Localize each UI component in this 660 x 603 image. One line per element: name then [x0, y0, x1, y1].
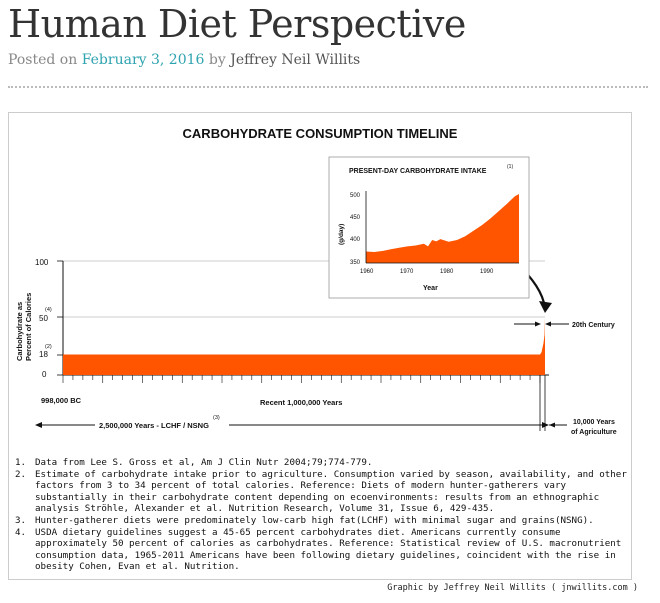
y-tick-18-note: (2): [45, 344, 52, 350]
footnote-text: Estimate of carbohydrate intake prior to…: [35, 468, 627, 515]
inset-title: PRESENT-DAY CARBOHYDRATE INTAKE: [349, 168, 487, 175]
inset-y-label: (g/day): [338, 224, 345, 245]
inset-pointer-arrow-head: [539, 301, 552, 313]
graphic-credit: Graphic by Jeffrey Neil Willits ( jnwill…: [387, 583, 638, 593]
footnote-number: 1.: [15, 457, 27, 468]
footnote-number: 2.: [15, 468, 27, 480]
x-axis-label: Recent 1,000,000 Years: [260, 398, 342, 407]
y-tick-18: 18: [39, 350, 48, 359]
chart-title: CARBOHYDRATE CONSUMPTION TIMELINE: [182, 126, 458, 141]
y-tick-100: 100: [35, 258, 49, 267]
span-arrow-right: [542, 422, 549, 428]
inset-x-tick-1980: 1980: [440, 269, 454, 275]
span-arrow-left: [35, 422, 42, 428]
post-title: Human Diet Perspective: [8, 2, 466, 46]
y-axis-label-line1: Carbohydrate as: [15, 302, 24, 361]
inset-y-tick-350: 350: [350, 260, 361, 266]
divider: [8, 86, 648, 88]
post-meta: Posted on February 3, 2016 by Jeffrey Ne…: [8, 52, 360, 68]
footnote-number: 4.: [15, 526, 27, 538]
x-axis-ticks: [62, 375, 541, 383]
y-tick-0: 0: [42, 370, 47, 379]
inset-chart: PRESENT-DAY CARBOHYDRATE INTAKE (1) 500 …: [328, 156, 530, 299]
footnote-text: Hunter-gatherer diets were predominately…: [35, 514, 594, 526]
inset-x-tick-1990: 1990: [480, 269, 494, 275]
agri-arrow-head: [549, 422, 555, 428]
posted-on-label: Posted on: [8, 52, 78, 68]
inset-y-tick-500: 500: [350, 193, 361, 199]
y-tick-50: 50: [39, 314, 48, 323]
footnote-4: 4. USDA dietary guidelines suggest a 45-6…: [15, 527, 627, 573]
y-axis-label-line2: Percent of Calories: [24, 293, 33, 361]
inset-x-tick-1970: 1970: [400, 269, 414, 275]
by-label: by: [208, 52, 226, 68]
inset-area: [366, 194, 519, 263]
century-arrow-right-head: [545, 321, 551, 327]
footnote-2: 2. Estimate of carbohydrate intake prior …: [15, 469, 627, 515]
author-link[interactable]: Jeffrey Neil Willits: [230, 52, 361, 68]
footnote-text: USDA dietary guidelines suggest a 45-65 …: [35, 526, 622, 573]
century-arrow-left-head: [535, 321, 541, 327]
footnote-text: Data from Lee S. Gross et al, Am J Clin …: [35, 457, 373, 468]
agri-label-line1: 10,000 Years: [573, 419, 615, 426]
y-tick-50-note: (4): [45, 307, 52, 313]
inset-x-label: Year: [423, 285, 438, 292]
x-start-label: 998,000 BC: [41, 396, 82, 405]
y-tick-marks: [57, 260, 63, 376]
footnotes: 1. Data from Lee S. Gross et al, Am J Cli…: [15, 457, 627, 573]
infographic: CARBOHYDRATE CONSUMPTION TIMELINE 100 50…: [8, 112, 632, 580]
inset-y-tick-450: 450: [350, 215, 361, 221]
inset-title-note: (1): [507, 164, 513, 170]
footnote-number: 3.: [15, 514, 27, 526]
inset-x-tick-1960: 1960: [360, 269, 374, 275]
post-date-link[interactable]: February 3, 2016: [81, 52, 205, 68]
span-note: (3): [213, 415, 220, 421]
footnote-3: 3. Hunter-gatherer diets were predominate…: [15, 515, 627, 527]
timeline-chart: 100 50 (4) 18 (2) 0 Carbohydrate as Perc…: [15, 156, 617, 436]
carb-area: [63, 318, 545, 375]
span-label: 2,500,000 Years - LCHF / NSNG: [99, 421, 209, 430]
inset-y-tick-400: 400: [350, 237, 361, 243]
footnote-1: 1. Data from Lee S. Gross et al, Am J Cli…: [15, 457, 627, 469]
century-label: 20th Century: [572, 322, 615, 329]
agri-label-line2: of Agriculture: [571, 429, 617, 436]
